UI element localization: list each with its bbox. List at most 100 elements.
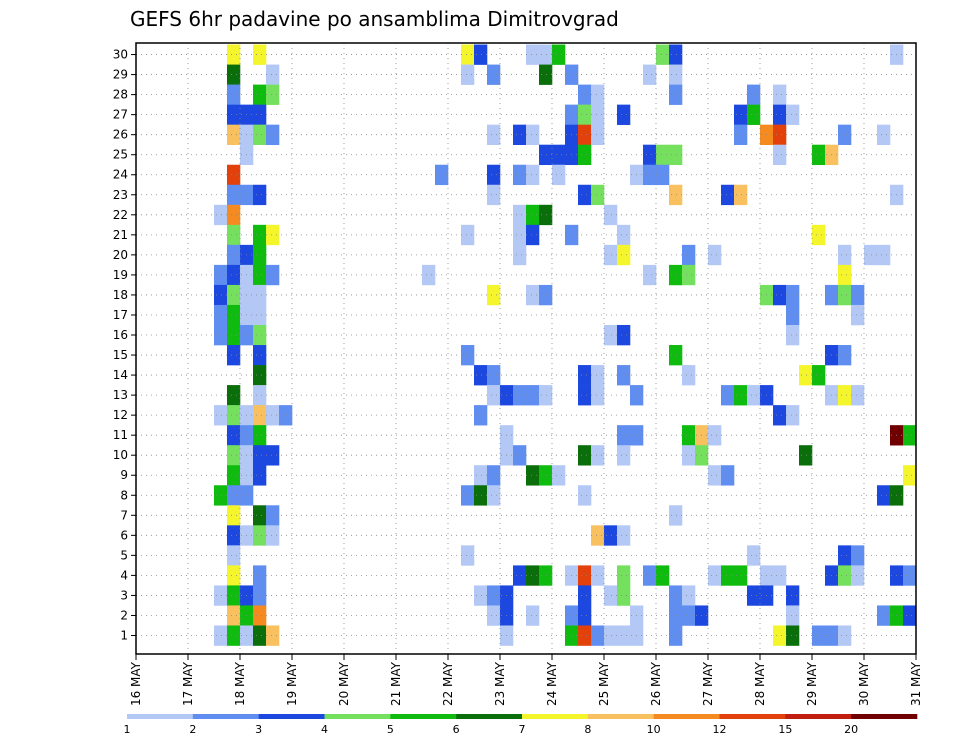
legend-swatch	[653, 714, 720, 719]
precip-cell	[526, 44, 540, 65]
x-tick-label: 29 MAY	[805, 661, 819, 706]
precip-cell	[682, 585, 696, 606]
precip-cell	[812, 224, 826, 246]
precip-cell	[253, 605, 267, 626]
precip-cell	[617, 585, 631, 606]
precip-cell	[227, 485, 241, 506]
precip-cell	[617, 365, 631, 386]
precip-cell	[539, 64, 553, 85]
precip-cell	[838, 345, 852, 366]
precip-cell	[799, 445, 813, 466]
precip-cell	[552, 144, 566, 166]
precip-cell	[617, 445, 631, 466]
precip-cell	[669, 144, 683, 166]
precip-cell	[747, 585, 761, 606]
y-tick-label: 29	[113, 68, 128, 82]
legend-swatch	[390, 714, 457, 719]
precip-cell	[526, 465, 540, 486]
x-axis-dates: 16 MAY 17 MAY 18 MAY 19 MAY 20 MAY 21 MAY 22 M…	[129, 654, 923, 706]
precip-cell	[578, 625, 592, 646]
precip-cell	[214, 625, 228, 646]
y-tick-label: 23	[113, 188, 128, 202]
precip-cell	[708, 425, 722, 446]
precip-cell	[773, 144, 787, 166]
precip-cell	[461, 485, 475, 506]
precip-cell	[838, 545, 852, 566]
color-legend: 1 2 3 4 5 6 7 8 10 12 15 20	[124, 714, 918, 736]
precip-cell	[227, 104, 241, 125]
y-tick-label: 8	[120, 488, 128, 502]
precip-cell	[578, 184, 592, 206]
legend-swatch	[192, 714, 259, 719]
precip-cell	[669, 345, 683, 366]
precip-cell	[578, 605, 592, 626]
precip-cell	[227, 204, 241, 226]
precip-cell	[604, 244, 618, 266]
legend-swatch	[456, 714, 523, 719]
y-tick-label: 11	[113, 428, 128, 442]
precip-cell	[747, 84, 761, 105]
precip-cell	[266, 445, 280, 466]
x-tick-label: 18 MAY	[233, 661, 247, 706]
precip-cell	[266, 84, 280, 105]
precip-cell	[617, 104, 631, 125]
precip-cell	[474, 405, 488, 426]
precip-cell	[513, 565, 527, 586]
precip-cell	[214, 485, 228, 506]
x-tick-label: 28 MAY	[753, 661, 767, 706]
precip-cell	[682, 264, 696, 286]
precip-cell	[812, 625, 826, 646]
y-tick-label: 30	[113, 48, 128, 62]
precip-cell	[487, 365, 501, 386]
y-tick-label: 2	[120, 608, 128, 622]
x-tick-label: 19 MAY	[285, 661, 299, 706]
precip-cell	[903, 565, 917, 586]
precip-cell	[578, 104, 592, 125]
precip-cell	[669, 505, 683, 526]
precip-cell	[227, 465, 241, 486]
chart-gridlines	[136, 43, 916, 654]
precip-cell	[487, 124, 501, 145]
x-tick-label: 23 MAY	[493, 661, 507, 706]
precip-cell	[773, 565, 787, 586]
precip-cell	[526, 224, 540, 246]
precip-cell	[526, 605, 540, 626]
precip-cell	[578, 84, 592, 105]
precip-cell	[578, 585, 592, 606]
precip-cell	[539, 144, 553, 166]
precip-cell	[617, 565, 631, 586]
precip-cell	[786, 284, 800, 306]
precip-cell	[799, 365, 813, 386]
precip-cell	[227, 124, 241, 145]
legend-label: 4	[321, 723, 328, 736]
precip-cell	[617, 425, 631, 446]
precip-cell	[838, 385, 852, 406]
precip-cell	[591, 184, 605, 206]
precip-cell	[227, 44, 241, 65]
legend-swatch	[127, 714, 194, 719]
y-tick-label: 14	[113, 368, 128, 382]
y-tick-label: 6	[120, 528, 128, 542]
precip-cell	[903, 605, 917, 626]
precip-cell	[721, 184, 735, 206]
precip-cell	[708, 244, 722, 266]
precip-cell	[513, 445, 527, 466]
x-tick-label: 30 MAY	[857, 661, 871, 706]
precip-cell	[487, 585, 501, 606]
legend-label: 6	[453, 723, 460, 736]
precip-cell	[227, 184, 241, 206]
precip-cell	[253, 124, 267, 145]
precip-cell	[253, 565, 267, 586]
precip-cell	[253, 104, 267, 125]
y-tick-label: 24	[113, 168, 128, 182]
precip-cell	[669, 585, 683, 606]
precip-cell	[227, 284, 241, 306]
precip-cell	[851, 385, 865, 406]
precip-cell	[669, 184, 683, 206]
precip-cell	[669, 84, 683, 105]
precip-cell	[266, 525, 280, 546]
precip-cell	[773, 625, 787, 646]
precip-cell	[474, 485, 488, 506]
precip-cell	[721, 565, 735, 586]
precip-cell	[227, 605, 241, 626]
